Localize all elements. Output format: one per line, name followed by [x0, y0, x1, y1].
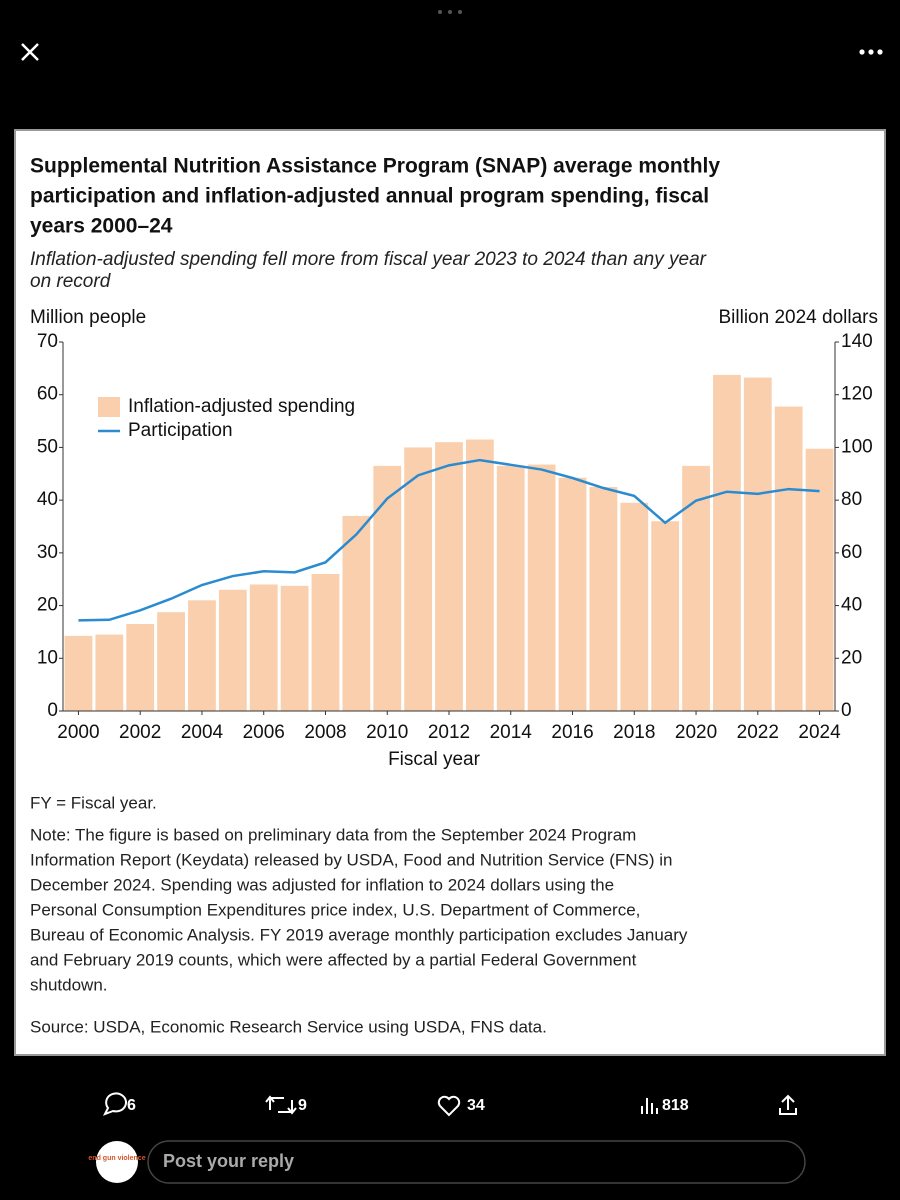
- more-button[interactable]: [859, 49, 883, 55]
- bar: [126, 624, 155, 711]
- avatar-label: end gun violence: [88, 1155, 145, 1162]
- bar: [280, 585, 309, 711]
- legend-swatch: [98, 397, 120, 417]
- action-bar: 6 9 34 818: [102, 1092, 797, 1117]
- y2-tick-label: 0: [841, 700, 852, 721]
- note-line: Personal Consumption Expenditures price …: [30, 900, 640, 919]
- x-tick-label: 2024: [798, 722, 841, 743]
- bar: [496, 465, 525, 711]
- bar: [218, 589, 247, 711]
- y-tick-label: 60: [37, 384, 58, 405]
- x-tick-label: 2016: [551, 722, 593, 743]
- bar: [373, 465, 402, 711]
- note-line: and February 2019 counts, which were aff…: [30, 950, 637, 969]
- y2-tick-label: 40: [841, 595, 862, 616]
- bar: [620, 502, 649, 711]
- note-line: Bureau of Economic Analysis. FY 2019 ave…: [30, 925, 688, 944]
- reply-button[interactable]: 6: [102, 1092, 136, 1116]
- drag-handle: [438, 10, 462, 14]
- note-line: Information Report (Keydata) released by…: [30, 850, 673, 869]
- x-tick-label: 2008: [304, 722, 346, 743]
- y-tick-label: 0: [47, 700, 58, 721]
- note-line: December 2024. Spending was adjusted for…: [30, 875, 614, 894]
- views-button[interactable]: 818: [641, 1097, 689, 1114]
- close-button[interactable]: [21, 43, 39, 61]
- y-tick-label: 10: [37, 647, 58, 668]
- repost-button[interactable]: 9: [265, 1095, 307, 1115]
- bar: [682, 465, 710, 711]
- bar: [249, 584, 278, 711]
- y2-tick-label: 80: [841, 489, 862, 510]
- bar: [465, 439, 494, 711]
- bar: [558, 477, 587, 711]
- legend-label: Participation: [128, 420, 233, 441]
- note-line: Note: The figure is based on preliminary…: [30, 825, 636, 844]
- x-tick-label: 2010: [366, 722, 408, 743]
- y-axis-label: Million people: [30, 307, 146, 328]
- note-line: shutdown.: [30, 975, 108, 994]
- bar: [435, 442, 463, 711]
- bar: [713, 374, 741, 711]
- bar: [774, 406, 803, 711]
- y-tick-label: 20: [37, 595, 58, 616]
- chart-title: participation and inflation-adjusted ann…: [30, 185, 709, 208]
- bar: [651, 521, 680, 711]
- y-tick-label: 30: [37, 542, 58, 563]
- repost-count: 9: [298, 1097, 307, 1114]
- x-axis-label: Fiscal year: [388, 749, 481, 770]
- y-tick-label: 70: [37, 331, 58, 352]
- avatar[interactable]: end gun violence: [88, 1141, 146, 1183]
- x-tick-label: 2004: [181, 722, 224, 743]
- reply-placeholder: Post your reply: [163, 1151, 294, 1171]
- x-tick-label: 2020: [675, 722, 717, 743]
- y2-tick-label: 140: [841, 331, 873, 352]
- legend-label: Inflation-adjusted spending: [128, 396, 355, 417]
- chart-title: Supplemental Nutrition Assistance Progra…: [30, 155, 720, 178]
- share-button[interactable]: [779, 1094, 797, 1115]
- reply-count: 6: [127, 1097, 136, 1114]
- source: Source: USDA, Economic Research Service …: [30, 1017, 547, 1036]
- y2-tick-label: 120: [841, 384, 873, 405]
- x-tick-label: 2018: [613, 722, 655, 743]
- bar: [342, 515, 371, 711]
- x-tick-label: 2006: [243, 722, 285, 743]
- y2-tick-label: 60: [841, 542, 862, 563]
- bar: [311, 573, 340, 711]
- bar: [743, 377, 772, 711]
- y2-tick-label: 100: [841, 436, 873, 457]
- x-tick-label: 2012: [428, 722, 470, 743]
- y2-tick-label: 20: [841, 647, 862, 668]
- x-tick-label: 2000: [57, 722, 99, 743]
- y2-axis-label: Billion 2024 dollars: [719, 307, 879, 328]
- y-tick-label: 40: [37, 489, 58, 510]
- bar: [95, 634, 124, 711]
- chart-subtitle: Inflation-adjusted spending fell more fr…: [30, 249, 707, 270]
- bar: [404, 447, 433, 711]
- y-tick-label: 50: [37, 436, 58, 457]
- x-tick-label: 2014: [490, 722, 533, 743]
- x-tick-label: 2022: [737, 722, 779, 743]
- views-count: 818: [662, 1097, 689, 1114]
- chart-subtitle: on record: [30, 271, 112, 292]
- bar: [589, 486, 618, 711]
- bar: [805, 448, 834, 711]
- x-tick-label: 2002: [119, 722, 161, 743]
- bar: [527, 464, 556, 711]
- like-button[interactable]: 34: [437, 1095, 485, 1117]
- chart: Supplemental Nutrition Assistance Progra…: [30, 155, 878, 1037]
- bar: [188, 600, 216, 711]
- reply-input[interactable]: [147, 1140, 806, 1184]
- chart-title: years 2000–24: [30, 215, 173, 238]
- bar: [157, 612, 185, 711]
- like-count: 34: [467, 1097, 485, 1114]
- footnote: FY = Fiscal year.: [30, 793, 157, 812]
- bar: [64, 635, 93, 711]
- line: [78, 458, 820, 622]
